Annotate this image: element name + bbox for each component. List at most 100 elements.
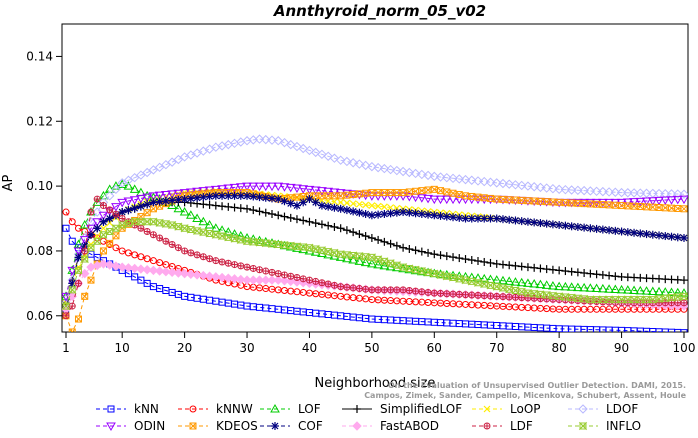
data-point	[474, 256, 482, 265]
data-point	[430, 269, 439, 278]
data-point	[286, 199, 295, 208]
data-point	[485, 177, 496, 187]
data-point	[554, 281, 565, 291]
data-point	[655, 231, 664, 240]
data-point	[505, 261, 514, 270]
data-point	[360, 160, 371, 171]
data-point	[367, 233, 376, 242]
data-point	[548, 280, 558, 290]
data-point	[535, 279, 546, 289]
data-point	[261, 193, 270, 202]
data-point	[354, 191, 365, 200]
data-point	[680, 205, 688, 213]
data-point	[161, 266, 171, 277]
data-point	[616, 187, 627, 198]
data-point	[367, 253, 377, 262]
data-point	[387, 286, 395, 294]
data-point	[68, 237, 76, 245]
data-point	[518, 294, 526, 302]
data-point	[480, 292, 488, 300]
data-point	[374, 189, 382, 197]
data-point	[330, 222, 339, 231]
data-point	[443, 290, 451, 298]
legend-item-knn: kNN	[96, 402, 159, 416]
data-point	[305, 243, 314, 252]
data-point	[68, 279, 77, 288]
data-point	[437, 289, 445, 297]
legend-label: FastABOD	[380, 419, 439, 433]
x-tick-label: 100	[673, 341, 696, 355]
data-point	[424, 248, 433, 257]
data-point	[673, 189, 683, 199]
data-point	[161, 191, 171, 200]
data-point	[462, 291, 470, 299]
series-knn	[62, 224, 688, 332]
data-point	[124, 206, 133, 215]
x-tick-label: 80	[552, 341, 567, 355]
data-point	[73, 247, 84, 256]
data-point	[143, 209, 151, 217]
data-point	[579, 282, 589, 292]
data-point	[668, 328, 676, 332]
data-point	[286, 139, 296, 150]
data-point	[229, 229, 240, 238]
data-point	[167, 220, 177, 230]
data-point	[423, 194, 433, 204]
data-point	[379, 163, 390, 174]
data-point	[230, 234, 239, 243]
plot-area	[61, 23, 689, 333]
data-point	[211, 230, 221, 239]
data-point	[149, 198, 158, 207]
data-point	[237, 262, 245, 270]
data-point	[268, 209, 276, 218]
data-point	[198, 270, 209, 281]
data-point	[629, 188, 639, 198]
data-point	[142, 265, 152, 275]
data-point	[324, 221, 333, 230]
data-point	[280, 271, 288, 279]
data-point	[168, 191, 176, 199]
data-point	[367, 258, 377, 268]
data-point	[217, 272, 227, 283]
data-point	[310, 186, 321, 196]
data-point	[523, 263, 532, 272]
data-point	[273, 275, 283, 285]
data-point	[362, 201, 370, 209]
data-point	[299, 198, 308, 207]
data-point	[405, 287, 413, 295]
data-point	[592, 270, 601, 279]
legend-label: LOF	[298, 402, 321, 416]
data-point	[448, 173, 458, 184]
data-point	[231, 261, 239, 269]
data-point	[317, 149, 327, 160]
data-point	[236, 235, 245, 245]
data-point	[336, 224, 345, 233]
data-point	[224, 202, 233, 211]
legend-label: ODIN	[134, 419, 165, 433]
x-tick-label: 90	[614, 341, 629, 355]
data-point	[505, 284, 514, 294]
data-point	[523, 181, 533, 191]
data-point	[492, 282, 501, 291]
data-point	[567, 222, 576, 231]
data-point	[405, 264, 414, 273]
data-point	[279, 183, 290, 192]
data-point	[460, 174, 471, 185]
legend-item-knnw: kNNW	[178, 402, 253, 416]
data-point	[548, 183, 558, 194]
data-point	[579, 198, 589, 208]
data-point	[492, 214, 501, 223]
data-point	[355, 285, 363, 293]
data-point	[342, 226, 351, 235]
data-point	[498, 260, 507, 269]
data-point	[229, 183, 240, 193]
legend-item-simplifiedlof: SimplifiedLOF	[342, 402, 462, 416]
data-point	[317, 187, 327, 196]
data-point	[118, 215, 126, 223]
data-point	[641, 286, 652, 295]
y-tick-label: 0.08	[26, 244, 53, 258]
data-point	[367, 211, 376, 220]
series-cof	[62, 191, 688, 314]
data-point	[106, 239, 114, 247]
